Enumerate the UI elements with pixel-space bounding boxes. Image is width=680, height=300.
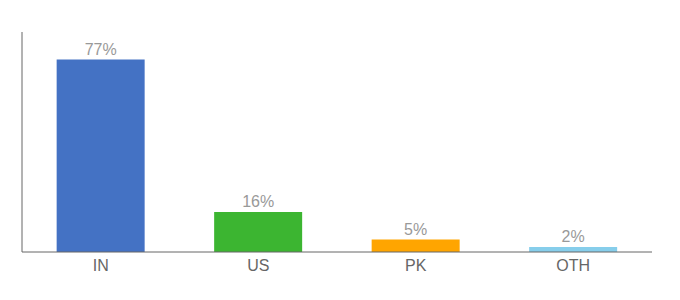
- svg-text:16%: 16%: [242, 193, 274, 210]
- svg-text:77%: 77%: [85, 41, 117, 58]
- svg-text:5%: 5%: [404, 221, 427, 238]
- svg-text:OTH: OTH: [556, 257, 590, 274]
- svg-text:2%: 2%: [562, 228, 585, 245]
- svg-text:US: US: [247, 257, 269, 274]
- svg-text:IN: IN: [93, 257, 109, 274]
- svg-text:PK: PK: [405, 257, 427, 274]
